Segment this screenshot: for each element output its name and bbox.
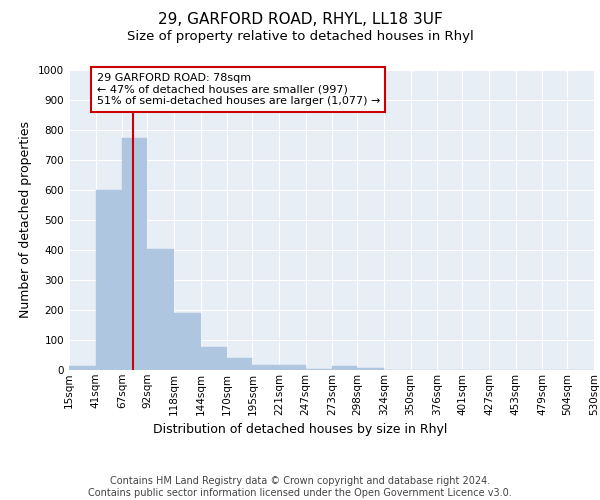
Y-axis label: Number of detached properties: Number of detached properties — [19, 122, 32, 318]
Bar — [174, 313, 200, 370]
Bar — [332, 366, 358, 370]
Bar — [122, 138, 148, 370]
Text: 29, GARFORD ROAD, RHYL, LL18 3UF: 29, GARFORD ROAD, RHYL, LL18 3UF — [158, 12, 442, 28]
Bar — [148, 248, 174, 370]
Text: Size of property relative to detached houses in Rhyl: Size of property relative to detached ho… — [127, 30, 473, 43]
Text: 29 GARFORD ROAD: 78sqm
← 47% of detached houses are smaller (997)
51% of semi-de: 29 GARFORD ROAD: 78sqm ← 47% of detached… — [97, 73, 380, 106]
Text: Distribution of detached houses by size in Rhyl: Distribution of detached houses by size … — [153, 422, 447, 436]
Bar — [305, 368, 332, 370]
Text: Contains HM Land Registry data © Crown copyright and database right 2024.
Contai: Contains HM Land Registry data © Crown c… — [88, 476, 512, 498]
Bar — [200, 346, 227, 370]
Bar — [253, 365, 279, 370]
Bar — [227, 358, 253, 370]
Bar — [279, 365, 305, 370]
Bar — [358, 368, 384, 370]
Bar — [95, 190, 122, 370]
Bar — [69, 366, 95, 370]
